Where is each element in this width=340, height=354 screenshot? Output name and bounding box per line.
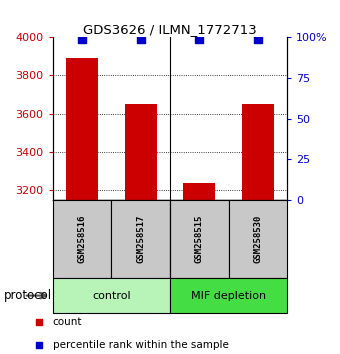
Bar bbox=[228, 200, 287, 278]
Point bbox=[138, 36, 143, 42]
Text: GSM258517: GSM258517 bbox=[136, 215, 145, 263]
Text: GSM258516: GSM258516 bbox=[78, 215, 86, 263]
Bar bbox=[66, 58, 98, 200]
Bar bbox=[242, 104, 274, 200]
Text: percentile rank within the sample: percentile rank within the sample bbox=[53, 340, 228, 350]
Point bbox=[36, 342, 42, 348]
Bar bbox=[183, 183, 216, 200]
Text: protocol: protocol bbox=[3, 289, 52, 302]
Title: GDS3626 / ILMN_1772713: GDS3626 / ILMN_1772713 bbox=[83, 23, 257, 36]
Text: MIF depletion: MIF depletion bbox=[191, 291, 266, 301]
Bar bbox=[124, 104, 157, 200]
Bar bbox=[170, 278, 287, 313]
Point bbox=[255, 36, 261, 42]
Point bbox=[79, 36, 85, 42]
Text: count: count bbox=[53, 317, 82, 327]
Text: GSM258530: GSM258530 bbox=[254, 215, 262, 263]
Point bbox=[197, 36, 202, 42]
Bar bbox=[170, 200, 228, 278]
Text: control: control bbox=[92, 291, 131, 301]
Point bbox=[36, 319, 42, 325]
Text: GSM258515: GSM258515 bbox=[195, 215, 204, 263]
Bar bbox=[53, 200, 112, 278]
Bar bbox=[112, 200, 170, 278]
Bar bbox=[53, 278, 170, 313]
